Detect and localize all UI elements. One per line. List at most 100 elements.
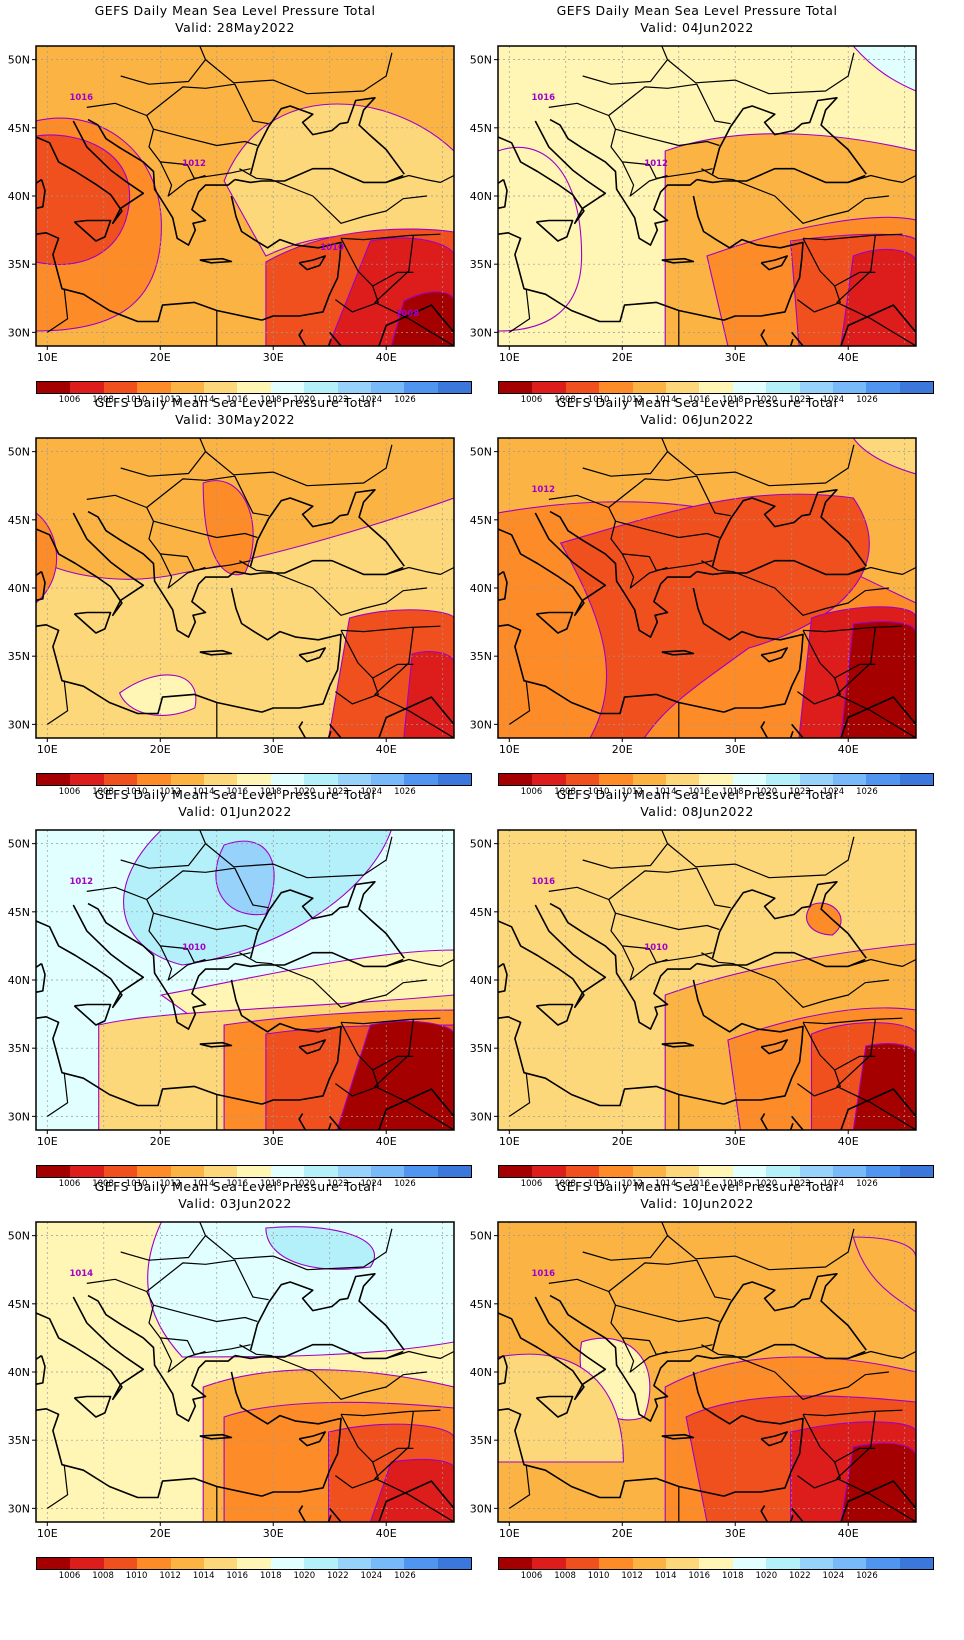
colorbar-swatch	[370, 1558, 405, 1569]
colorbar-label: 1010	[125, 1571, 148, 1581]
pressure-contour-region	[498, 1353, 624, 1463]
lat-tick-label: 35N	[8, 1434, 30, 1447]
panel-title: GEFS Daily Mean Sea Level Pressure Total	[94, 395, 376, 410]
colorbar-label: 1018	[721, 1571, 744, 1581]
lon-tick-label: 40E	[376, 1527, 397, 1540]
colorbar-label: 1024	[360, 787, 383, 797]
country-border	[86, 475, 269, 517]
coastline	[498, 624, 725, 715]
colorbar-label: 1018	[259, 787, 282, 797]
country-border	[848, 1350, 916, 1359]
colorbar-swatch	[832, 1166, 867, 1177]
colorbar	[36, 1165, 472, 1178]
coastline	[230, 195, 342, 321]
colorbar-swatch	[766, 774, 800, 785]
colorbar-swatch	[899, 1558, 934, 1569]
colorbar-labels: 1006 1008 1010 1012 1014 1016 1018 1020 1022 1024…	[498, 1571, 934, 1583]
lat-tick-label: 35N	[470, 1042, 492, 1055]
colorbar-label: 1012	[159, 1179, 181, 1189]
coastline	[535, 1003, 574, 1026]
contour-label: 1012	[69, 877, 93, 887]
coastline	[298, 721, 332, 738]
panel-valid-date: Valid: 30May2022	[175, 412, 295, 427]
country-border	[46, 288, 69, 333]
colorbar-swatch	[370, 382, 405, 393]
pressure-contour-region	[852, 1043, 916, 1130]
coastline	[234, 951, 404, 968]
lat-tick-label: 50N	[8, 838, 30, 851]
lat-tick-label: 45N	[8, 906, 30, 919]
coastline	[298, 329, 332, 346]
map-panel: GEFS Daily Mean Sea Level Pressure Total…	[462, 392, 934, 797]
coastline	[549, 902, 698, 1030]
coastline	[791, 1088, 916, 1130]
coastline	[230, 587, 342, 713]
map-grid	[498, 1222, 916, 1522]
colorbar-swatch	[899, 382, 934, 393]
lon-tick-label: 30E	[725, 1527, 746, 1540]
colorbar-swatch	[270, 382, 305, 393]
colorbar-swatch	[599, 774, 633, 785]
colorbar-swatch	[237, 774, 271, 785]
colorbar-swatch	[766, 382, 800, 393]
coastline	[760, 1113, 794, 1130]
coastline	[791, 696, 916, 738]
coastline	[535, 219, 574, 242]
pressure-contour-region	[806, 902, 842, 936]
panel-valid-date: Valid: 28May2022	[175, 20, 295, 35]
lon-tick-label: 10E	[499, 1527, 520, 1540]
coastline	[230, 979, 342, 1105]
coastline	[298, 255, 327, 271]
colorbar-label: 1026	[394, 1571, 416, 1581]
colorbar-label: 1012	[159, 1571, 181, 1581]
map-panel: GEFS Daily Mean Sea Level Pressure Total…	[462, 0, 934, 405]
lat-tick-label: 35N	[470, 650, 492, 663]
country-border	[548, 83, 731, 125]
lon-tick-label: 20E	[150, 1135, 171, 1148]
coastline	[711, 881, 867, 959]
country-border	[608, 115, 720, 147]
pressure-map: 50N 45N 40N 35N 30N 10E 20E 30E 40E	[8, 437, 455, 756]
coastline	[692, 1371, 804, 1497]
colorbar-swatch	[799, 382, 833, 393]
coastline	[498, 1354, 508, 1386]
colorbar-label: 1012	[621, 1179, 643, 1189]
country-border	[848, 566, 916, 575]
coastline	[760, 255, 789, 271]
coastline	[36, 962, 46, 994]
lat-tick-label: 40N	[470, 974, 492, 987]
pressure-map: 1016 1010 50N 45N 40N 35N 30N 10E 20E 30E 40E	[470, 829, 917, 1148]
colorbar-label: 1020	[293, 1571, 316, 1581]
lat-tick-label: 40N	[470, 1366, 492, 1379]
colorbar-label: 1026	[394, 787, 416, 797]
lon-tick-label: 30E	[263, 351, 284, 364]
country-border	[608, 1291, 720, 1323]
contour-label: 1010	[644, 943, 668, 953]
coastline	[661, 649, 695, 656]
colorbar-swatch	[732, 774, 767, 785]
coastline	[791, 304, 916, 346]
coastline	[36, 1296, 145, 1401]
coastline	[87, 510, 236, 638]
coastline	[696, 167, 866, 184]
colorbar-label: 1022	[327, 395, 349, 405]
coastline	[498, 120, 607, 225]
panel-title: GEFS Daily Mean Sea Level Pressure Total	[94, 3, 376, 18]
contour-label: 1016	[531, 93, 555, 103]
country-border	[239, 168, 427, 224]
colorbar-label: 1020	[755, 1179, 778, 1189]
colorbar-swatch	[532, 1558, 566, 1569]
lon-tick-label: 40E	[376, 1135, 397, 1148]
map-grid	[498, 438, 916, 738]
colorbar-swatch	[304, 774, 338, 785]
country-border	[335, 677, 379, 705]
pressure-contour-region	[403, 651, 454, 738]
coastline	[760, 329, 794, 346]
colorbar-label: 1024	[822, 395, 845, 405]
colorbar-label: 1010	[587, 1571, 610, 1581]
colorbar-swatch	[732, 382, 767, 393]
lat-tick-label: 30N	[470, 1110, 492, 1123]
colorbar-swatch	[103, 382, 138, 393]
country-border	[239, 560, 427, 616]
colorbar-swatch	[270, 1558, 305, 1569]
